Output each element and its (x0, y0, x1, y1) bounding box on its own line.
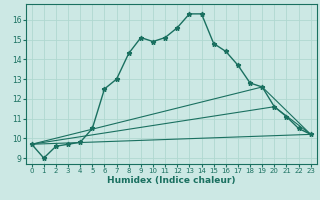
X-axis label: Humidex (Indice chaleur): Humidex (Indice chaleur) (107, 176, 236, 185)
